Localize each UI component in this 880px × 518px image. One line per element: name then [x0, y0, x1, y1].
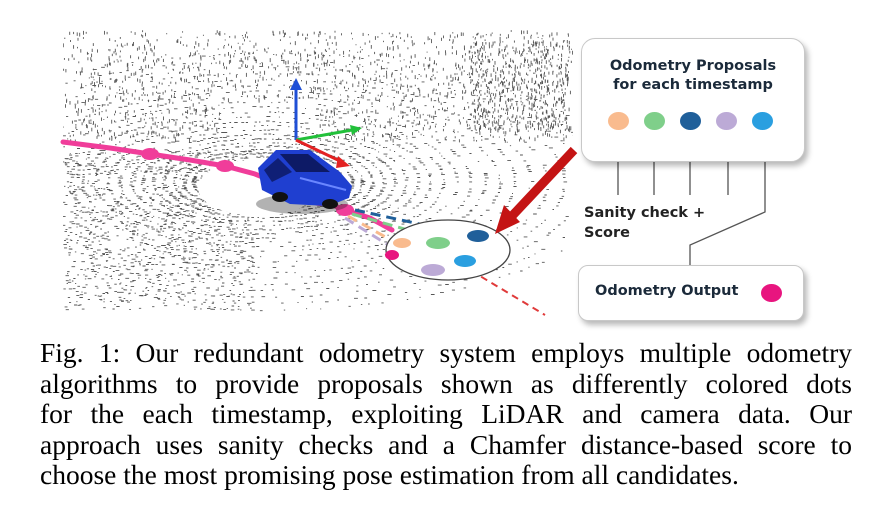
trajectory-dot [216, 160, 234, 172]
connector-lines [617, 160, 766, 265]
sanity-label-line2: Score [584, 225, 630, 241]
odometry-proposals-title: Odometry Proposals for each timestamp [582, 57, 804, 95]
zoom-dot-orange [393, 238, 411, 248]
zoom-dot-dark-blue [467, 230, 489, 242]
proposals-title-line1: Odometry Proposals [609, 58, 777, 74]
trajectory-path [60, 139, 395, 233]
zoom-dot-pink [385, 250, 399, 260]
zoom-dot-green [426, 237, 450, 249]
sanity-check-label: Sanity check + Score [584, 203, 705, 243]
odometry-output-dot [761, 284, 782, 302]
lidar-scene [60, 30, 766, 316]
odometry-proposals-box: Odometry Proposals for each timestamp [581, 38, 805, 162]
trajectory-dot [141, 148, 159, 160]
pointer-arrow [495, 146, 578, 234]
odometry-output-box: Odometry Output [578, 265, 804, 321]
proposal-dot-orange [608, 112, 629, 130]
caption-line-4: approach uses sanity checks and a Chamfe… [40, 428, 852, 460]
figure-caption: Fig. 1: Our redundant odometry system em… [40, 337, 852, 491]
proposal-dot-green [644, 112, 665, 130]
car-icon [256, 150, 352, 214]
odometry-output-label: Odometry Output [595, 283, 739, 299]
trajectory-dash [439, 251, 546, 316]
zoom-dot-purple [421, 264, 445, 276]
figure: Odometry Proposals for each timestamp Sa… [60, 30, 805, 321]
proposal-dot-dark-blue [680, 112, 701, 130]
proposals-title-line2: for each timestamp [613, 77, 773, 93]
proposal-dot-purple [716, 112, 737, 130]
zoom-ellipse [385, 219, 511, 281]
sanity-label-line1: Sanity check + [584, 205, 706, 221]
pose-axes [290, 78, 362, 168]
caption-line-2: algorithms to provide proposals shown as… [40, 367, 852, 399]
caption-line-5: choose the most promising pose estimatio… [40, 459, 739, 490]
caption-line-3: for the each timestamp, exploiting LiDAR… [40, 398, 852, 429]
zoom-dot-light-blue [454, 255, 476, 267]
trajectory-dot [336, 204, 354, 216]
caption-line-1: Fig. 1: Our redundant odometry system em… [40, 337, 852, 368]
proposal-dot-light-blue [752, 112, 773, 130]
